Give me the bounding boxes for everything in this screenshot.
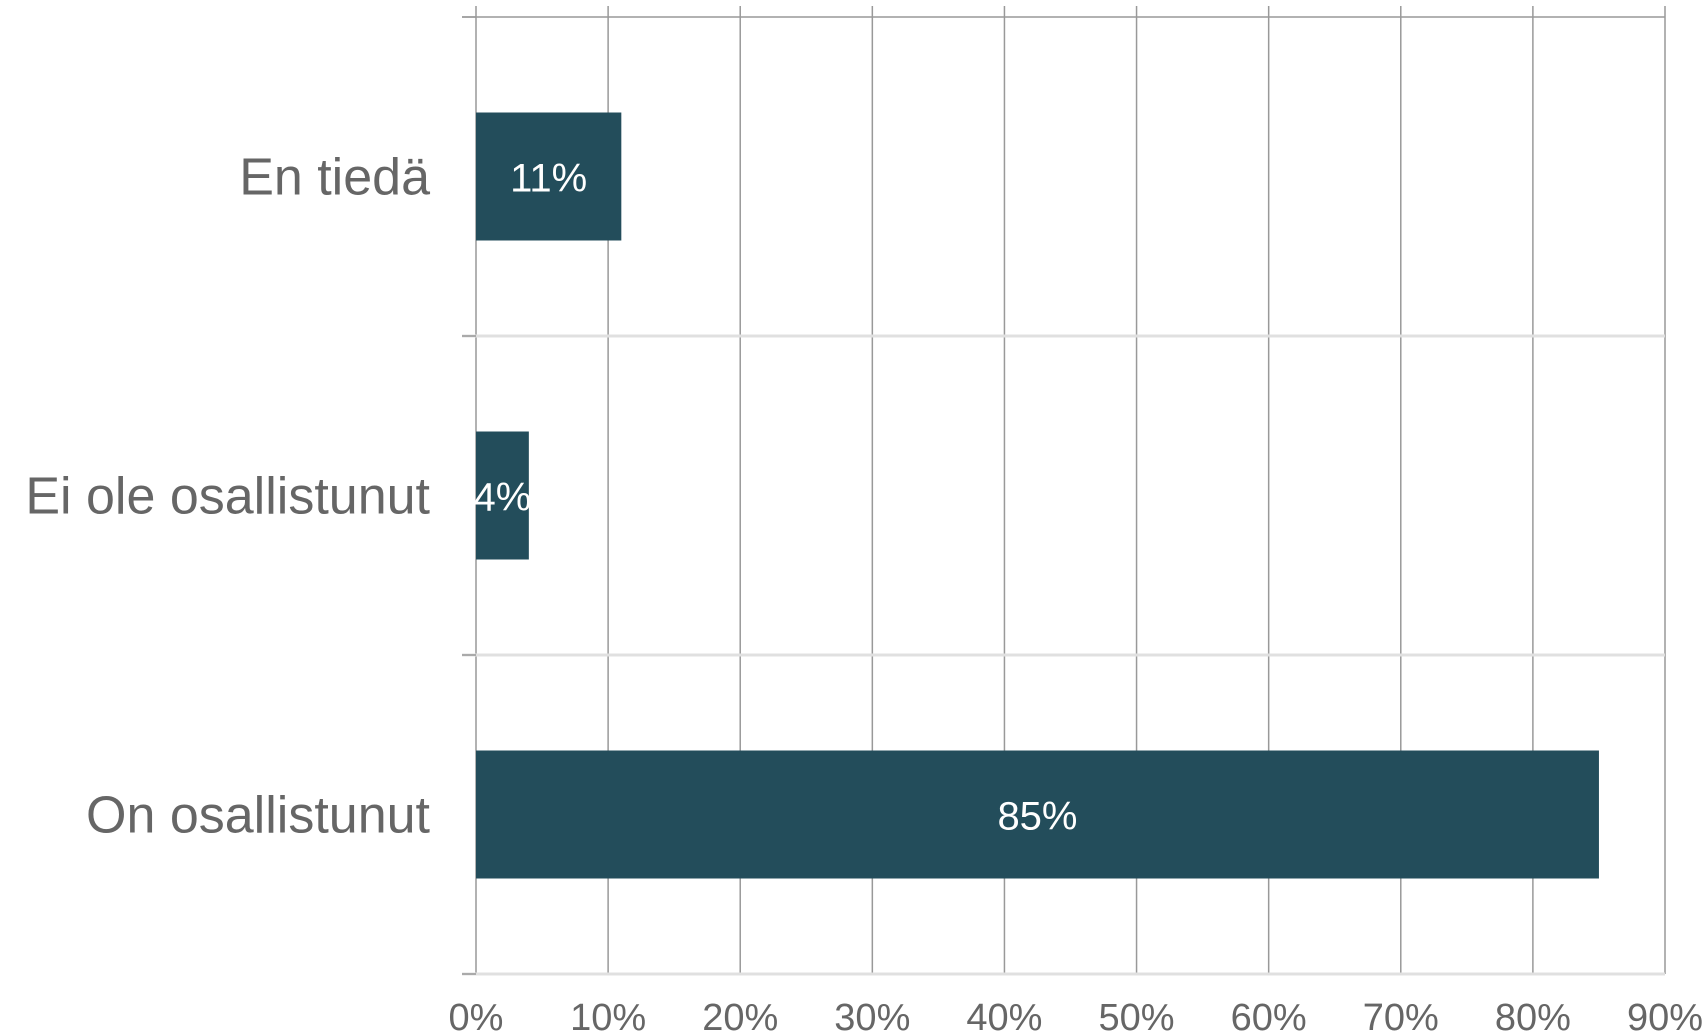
category-label: Ei ole osallistunut	[25, 468, 430, 526]
category-label: On osallistunut	[86, 787, 431, 845]
bar	[476, 431, 529, 560]
grid	[462, 6, 1666, 976]
x-tick-label: 50%	[1099, 997, 1175, 1036]
data-label: 4%	[474, 476, 532, 520]
x-tick-label: 60%	[1231, 997, 1307, 1036]
labels: En tiedä 11% Ei ole osallistunut 4% On osall…	[25, 149, 1703, 1036]
data-label: 85%	[997, 795, 1077, 839]
x-tick-label: 80%	[1495, 997, 1571, 1036]
x-tick-label: 20%	[702, 997, 778, 1036]
x-tick-label: 30%	[834, 997, 910, 1036]
x-tick-label: 40%	[966, 997, 1042, 1036]
x-tick-label: 0%	[449, 997, 504, 1036]
data-label: 11%	[510, 157, 587, 201]
x-tick-label: 10%	[570, 997, 646, 1036]
category-label: En tiedä	[239, 149, 430, 207]
bar	[476, 750, 1599, 879]
x-tick-label: 90%	[1627, 997, 1703, 1036]
bar	[476, 112, 622, 241]
bars	[476, 112, 1599, 879]
x-tick-label: 70%	[1363, 997, 1439, 1036]
